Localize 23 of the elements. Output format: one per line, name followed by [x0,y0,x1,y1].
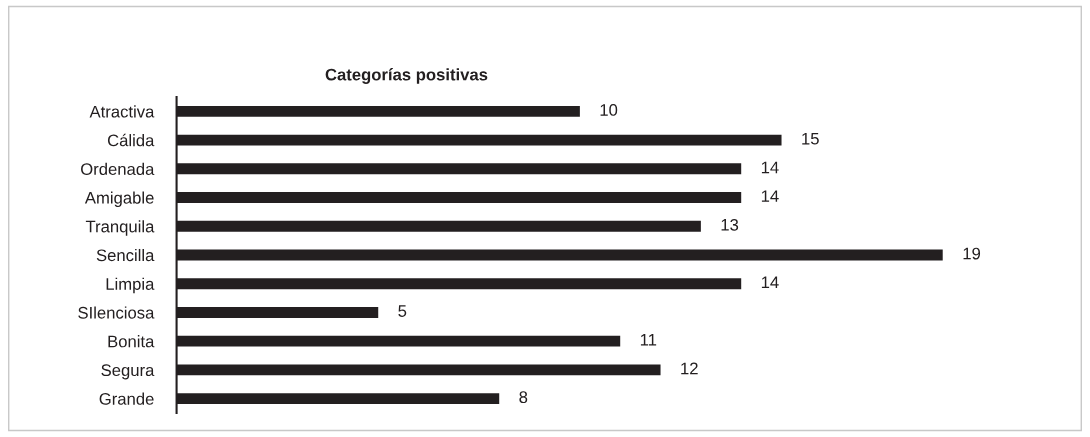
data-label: 10 [600,104,618,116]
y-tick-label: Atractiva [89,105,155,118]
data-label: 5 [398,305,407,317]
data-label: 14 [761,161,779,174]
y-tick-label: Bonita [108,335,155,348]
chart-title: Categorías positivas [325,68,488,84]
data-label: 14 [761,190,779,202]
y-tick-label: Grande [99,392,154,405]
data-label: 11 [640,334,657,346]
y-tick-label: Tranquila [85,220,155,236]
y-tick-label: SIlenciosa [78,306,155,319]
y-tick-label: Segura [101,364,155,380]
y-tick-label: Limpia [106,277,155,294]
data-label: 12 [681,362,698,375]
data-label: 8 [519,391,528,404]
y-tick-label: Cálida [107,133,155,147]
y-tick-label: Amigable [84,191,154,208]
data-label: 13 [721,218,739,231]
y-tick-label: Sencilla [96,248,155,262]
y-tick-label: Ordenada [81,162,155,176]
data-label: 15 [802,132,819,145]
data-label: 19 [963,247,981,260]
data-label: 14 [761,276,779,289]
